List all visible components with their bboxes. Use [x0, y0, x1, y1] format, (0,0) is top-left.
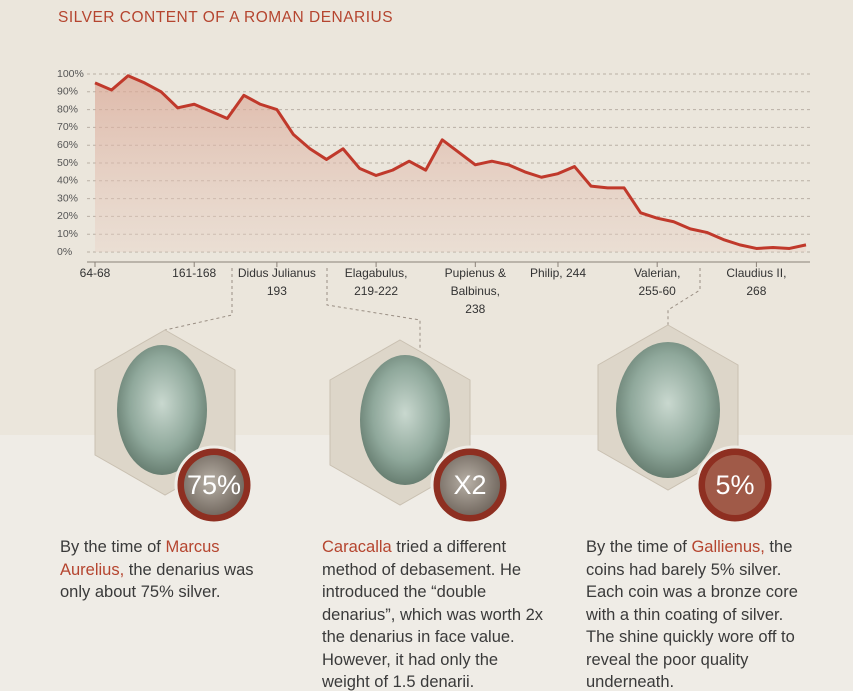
chart-title: SILVER CONTENT OF A ROMAN DENARIUS	[58, 9, 393, 26]
coin-label: 5%	[715, 470, 754, 500]
x-tick-label: Claudius II, 268	[726, 266, 786, 298]
x-tick-label: 64-68	[80, 266, 111, 280]
coin	[705, 455, 765, 515]
y-tick-label: 10%	[57, 228, 78, 240]
coin	[440, 455, 500, 515]
area	[95, 75, 806, 252]
portrait	[117, 345, 207, 475]
emperor-name: Caracalla	[322, 538, 392, 556]
portraits	[94, 324, 739, 506]
y-tick-label: 70%	[57, 121, 78, 133]
coin-label: 75%	[187, 470, 241, 500]
line	[94, 74, 807, 250]
coin	[184, 455, 244, 515]
y-tick-label: 60%	[57, 139, 78, 151]
y-tick-label: 50%	[57, 157, 78, 169]
leader-lines	[164, 268, 701, 350]
text: By the time of	[586, 538, 692, 556]
text: tried a different method of debasement. …	[322, 538, 544, 691]
caption: By the time of Marcus Aurelius, the dena…	[60, 536, 285, 604]
x-tick-label: Didus Julianus 193	[238, 266, 316, 298]
text: By the time of	[60, 538, 166, 556]
y-tick-label: 20%	[57, 210, 78, 222]
x-tick-label: 161-168	[172, 266, 216, 280]
y-tick-label: 0%	[57, 246, 72, 258]
text: the denarius was only about 75% silver.	[60, 560, 254, 602]
caption: Caracalla tried a different method of de…	[322, 536, 547, 691]
x-tick-label: Pupienus & Balbinus, 238	[445, 266, 506, 316]
portrait	[616, 342, 720, 478]
y-tick-label: 100%	[57, 68, 84, 80]
x-tick-label: Valerian, 255-60	[634, 266, 680, 298]
y-tick-label: 30%	[57, 192, 78, 204]
x-tick-label: Philip, 244	[530, 266, 586, 280]
y-tick-label: 90%	[57, 86, 78, 98]
caption: By the time of Gallienus, the coins had …	[586, 536, 811, 691]
coin-label: X2	[453, 470, 486, 500]
y-tick-label: 80%	[57, 103, 78, 115]
emperor-name: Gallienus,	[691, 538, 765, 556]
y-tick-label: 40%	[57, 175, 78, 187]
leader-line	[326, 268, 421, 350]
x-tick-label: Elagabulus, 219-222	[345, 266, 408, 298]
portrait	[360, 355, 450, 485]
emperor-name: Marcus Aurelius,	[60, 538, 220, 579]
text: the coins had barely 5% silver. Each coi…	[586, 538, 798, 691]
